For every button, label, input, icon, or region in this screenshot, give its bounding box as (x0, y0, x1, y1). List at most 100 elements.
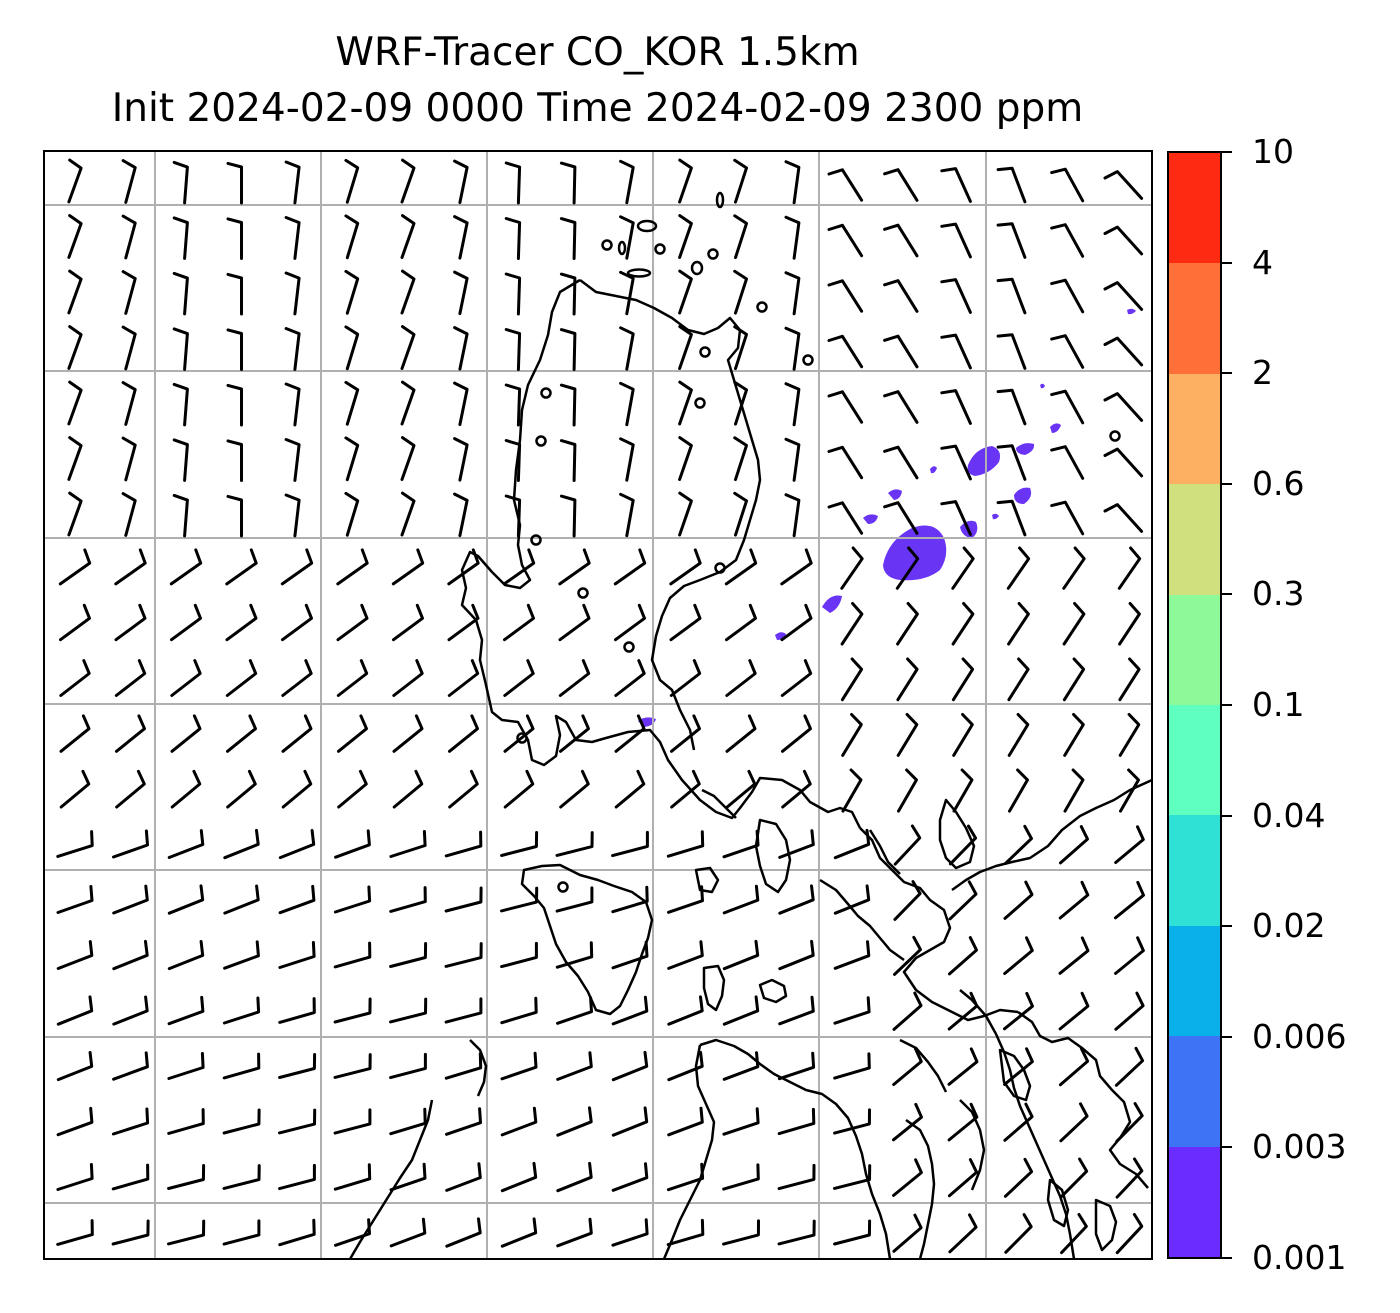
wind-barb (1003, 880, 1034, 920)
colorbar-tick-label: 0.006 (1252, 1016, 1347, 1056)
wind-barb (940, 444, 972, 481)
wind-barb (669, 548, 702, 586)
colorbar-tick-label: 0.003 (1252, 1127, 1347, 1167)
wind-barb (278, 941, 316, 969)
wind-barb (400, 380, 416, 426)
wind-barb (1004, 824, 1033, 865)
wind-barb (447, 603, 480, 642)
wind-barb (784, 437, 801, 482)
wind-barb (559, 272, 577, 316)
wind-barb (504, 161, 522, 205)
wind-barb (334, 1218, 371, 1247)
wind-barb (1103, 447, 1144, 478)
wind-barb (389, 1217, 427, 1248)
wind-barb (344, 214, 360, 260)
wind-barb (504, 328, 522, 371)
wind-barb (334, 829, 371, 859)
wind-barb (996, 166, 1027, 204)
wind-barb (344, 158, 360, 204)
wind-barb (1118, 713, 1141, 757)
wind-barb (1063, 768, 1085, 813)
wind-barb (391, 548, 425, 586)
wind-barb (833, 1108, 871, 1135)
colorbar-segment (1169, 704, 1220, 816)
wind-barb (56, 1106, 94, 1137)
wind-barb (784, 382, 801, 427)
wind-barb (1103, 225, 1144, 256)
wind-barb (951, 657, 975, 702)
wind-barb (619, 492, 635, 538)
wind-barb (940, 389, 972, 425)
wind-barb (284, 160, 301, 205)
wind-barb (1115, 1102, 1144, 1143)
colorbar-tick-mark (1222, 261, 1232, 264)
wind-barb (1003, 1102, 1034, 1142)
wind-barb (344, 269, 360, 315)
wind-barb (504, 272, 522, 316)
wind-barb (559, 328, 577, 371)
wind-barb (951, 546, 975, 590)
wind-barb (389, 886, 427, 913)
wind-barb (172, 493, 189, 538)
wind-barb (56, 940, 94, 970)
wind-barb (167, 829, 205, 859)
wind-barb (1062, 657, 1086, 702)
wind-barb (996, 499, 1027, 537)
wind-barb (883, 445, 919, 480)
wind-barb (784, 271, 801, 316)
wind-barb (67, 436, 83, 481)
wind-barb (667, 940, 704, 970)
map-title-line-1: WRF-Tracer CO_KOR 1.5km (335, 30, 860, 75)
wind-barb (503, 714, 535, 753)
wind-barb (614, 659, 646, 697)
wind-barb (619, 326, 635, 371)
colorbar-tick-mark (1222, 482, 1232, 485)
wind-barb (556, 1106, 593, 1137)
wind-barb (670, 769, 701, 809)
wind-barb (400, 214, 416, 259)
wind-barb (115, 714, 146, 753)
wind-barb (833, 940, 871, 970)
wind-barb (947, 1158, 979, 1198)
wind-barb (611, 885, 649, 914)
colorbar-segment (1169, 262, 1220, 374)
wind-barb (1062, 546, 1086, 590)
wind-barb (1003, 936, 1034, 975)
wind-barb (1114, 825, 1145, 864)
wind-barb (226, 328, 243, 371)
wind-barb (1003, 1047, 1034, 1086)
wind-barb (167, 1108, 205, 1135)
wind-barb (733, 325, 748, 371)
wind-barb (500, 886, 539, 913)
wind-barb (1115, 1157, 1144, 1199)
wind-barb (940, 167, 972, 203)
map-title-line-2: Init 2024-02-09 0000 Time 2024-02-09 230… (111, 86, 1084, 131)
wind-barb (555, 941, 594, 969)
wind-barb (833, 884, 871, 915)
wind-barb (780, 548, 813, 586)
wind-barb (952, 768, 974, 813)
wind-barb (67, 325, 83, 370)
wind-barb (840, 657, 864, 702)
wind-barb (667, 885, 704, 914)
wind-barb (389, 997, 428, 1024)
wind-barb (58, 548, 92, 586)
wind-barb (333, 1053, 372, 1079)
wind-barb (947, 1102, 979, 1142)
wind-barb (556, 1051, 593, 1081)
wind-barb (59, 603, 91, 642)
wind-barb (1006, 546, 1031, 590)
wind-barb (556, 1217, 593, 1248)
wind-barb (504, 383, 522, 427)
wind-barb (559, 439, 577, 482)
colorbar-segment (1169, 152, 1220, 264)
wind-barb (392, 714, 424, 753)
wind-barb (445, 1217, 482, 1248)
wind-barb (1050, 389, 1085, 425)
wind-barb (948, 880, 978, 921)
wind-barb (558, 603, 591, 642)
wind-barb (833, 996, 871, 1025)
wind-barb (1114, 880, 1145, 920)
wind-barb (280, 548, 314, 586)
